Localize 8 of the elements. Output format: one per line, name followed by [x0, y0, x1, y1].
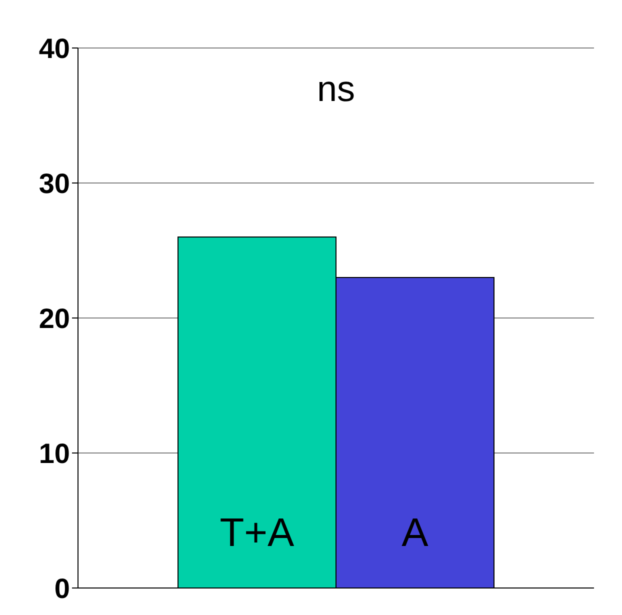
x-tick-label: A — [402, 511, 429, 555]
y-tick-label: 20 — [38, 302, 70, 334]
y-tick-label: 30 — [38, 168, 70, 199]
x-tick-label: T+A — [220, 511, 295, 555]
y-tick-label: 0 — [54, 572, 70, 604]
annotation: ns — [316, 68, 356, 110]
y-tick-label: 40 — [38, 32, 70, 64]
y-tick-label: 10 — [38, 438, 70, 469]
